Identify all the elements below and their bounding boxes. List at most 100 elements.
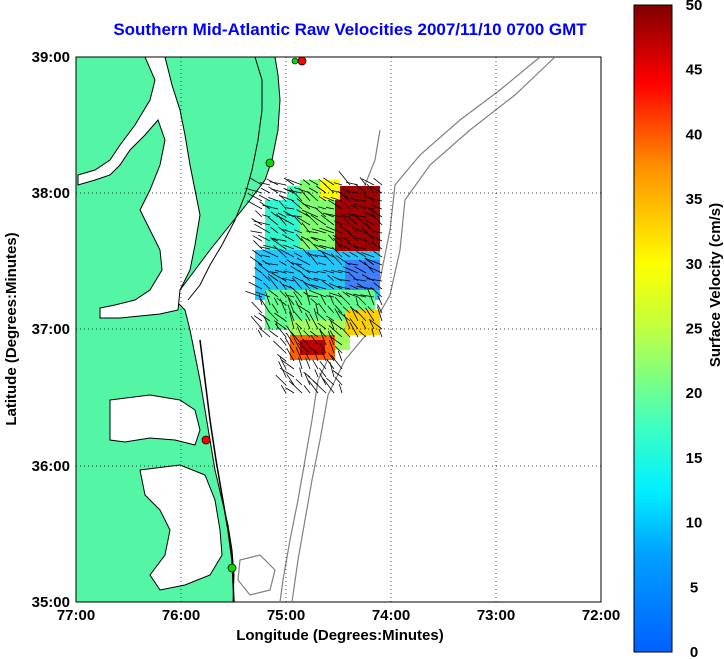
velocity-arrow [354, 214, 367, 226]
velocity-arrow [274, 312, 287, 322]
velocity-arrow [283, 270, 295, 274]
velocity-arrow [295, 263, 311, 274]
velocity-arrow [354, 227, 367, 234]
velocity-arrow [358, 259, 367, 266]
velocity-arrow [271, 272, 287, 282]
velocity-arrow [349, 322, 359, 338]
velocity-arrow [316, 312, 327, 322]
station-marker [201, 435, 211, 445]
velocity-arrow [355, 310, 367, 322]
velocity-arrow [330, 320, 335, 330]
velocity-arrow [249, 256, 263, 266]
velocity-arrow [295, 233, 303, 242]
velocity-arrow [296, 209, 311, 218]
velocity-arrow [283, 177, 295, 186]
velocity-arrow [366, 183, 375, 194]
velocity-arrow [343, 313, 351, 330]
velocity-arrow [368, 318, 383, 330]
velocity-arrow [268, 311, 279, 322]
velocity-arrow [341, 213, 351, 226]
velocity-arrow [308, 187, 319, 194]
station-marker [297, 56, 307, 66]
velocity-arrow [354, 266, 367, 274]
velocity-arrow [328, 292, 343, 298]
velocity-arrow [355, 297, 359, 306]
velocity-arrow [306, 238, 319, 250]
velocity-arrow [277, 353, 287, 362]
velocity-arrow [279, 248, 295, 258]
velocity-arrow [323, 177, 335, 186]
velocity-arrow [281, 277, 295, 282]
velocity-arrow [277, 212, 287, 218]
velocity-arrow [318, 262, 327, 266]
colorbar-tick: 40 [686, 126, 703, 143]
velocity-arrow [334, 308, 343, 322]
velocity-arrow [328, 234, 335, 242]
velocity-arrow [260, 187, 271, 194]
velocity-arrow [325, 213, 343, 218]
colorbar-ticks: 0 5 10 15 20 25 30 35 40 45 50 [686, 0, 703, 659]
velocity-arrow [333, 237, 343, 250]
velocity-arrow [252, 249, 263, 258]
velocity-arrow [297, 342, 311, 354]
velocity-arrow [253, 220, 271, 226]
velocity-arrow [255, 291, 271, 298]
velocity-arrow [303, 371, 311, 378]
velocity-arrow [330, 270, 343, 274]
x-tick-labels: 77:00 76:00 75:00 74:00 73:00 72:00 [57, 607, 620, 624]
velocity-arrow [305, 352, 311, 362]
velocity-arrow [350, 305, 359, 322]
velocity-arrow [318, 302, 327, 314]
velocity-arrow [310, 298, 319, 306]
delmarva-shore [187, 57, 263, 301]
velocity-arrow [294, 229, 303, 234]
velocity-arrow [328, 199, 343, 210]
velocity-arrow [319, 361, 327, 370]
x-tick: 77:00 [57, 607, 95, 624]
velocity-arrow [305, 318, 311, 330]
velocity-arrow [299, 187, 311, 202]
velocity-arrow [341, 194, 359, 202]
velocity-arrow [320, 295, 327, 306]
velocity-arrow [293, 215, 303, 226]
velocity-arrow [346, 241, 359, 250]
y-tick: 37:00 [32, 321, 70, 338]
velocity-arrow [263, 244, 279, 250]
velocity-arrow [263, 315, 271, 330]
velocity-arrow [364, 257, 375, 266]
velocity-arrow [339, 244, 351, 250]
velocity-arrow [369, 320, 375, 330]
velocity-arrow [367, 207, 383, 218]
velocity-arrow [301, 279, 311, 290]
velocity-arrow [252, 275, 263, 282]
map-title: Southern Mid-Atlantic Raw Velocities 200… [113, 20, 587, 39]
velocity-arrow [329, 335, 343, 346]
velocity-arrow [292, 275, 303, 282]
velocity-arrow [286, 347, 295, 362]
velocity-arrow [332, 234, 343, 242]
velocity-arrow [287, 178, 303, 186]
velocity-arrow [288, 298, 295, 314]
velocity-arrow [273, 340, 287, 354]
velocity-arrow [280, 384, 287, 394]
velocity-arrow [280, 359, 295, 370]
velocity-arrow [352, 236, 367, 242]
velocity-arrow [262, 249, 279, 258]
y-axis-label: Latitude (Degrees:Minutes) [3, 232, 20, 425]
velocity-arrow [363, 211, 375, 218]
velocity-arrow [329, 339, 335, 354]
velocity-arrow [247, 200, 263, 210]
velocity-arrow [361, 320, 367, 330]
velocity-arrow [321, 349, 327, 362]
velocity-arrow [354, 245, 367, 250]
velocity-arrow [279, 290, 287, 298]
velocity-arrow [302, 338, 311, 346]
velocity-arrow [354, 183, 367, 194]
velocity-arrow [271, 238, 287, 250]
velocity-arrow [349, 251, 359, 258]
velocity-arrow [332, 275, 343, 282]
velocity-arrow [360, 294, 375, 298]
velocity-arrow [322, 269, 335, 274]
x-tick: 74:00 [372, 607, 410, 624]
